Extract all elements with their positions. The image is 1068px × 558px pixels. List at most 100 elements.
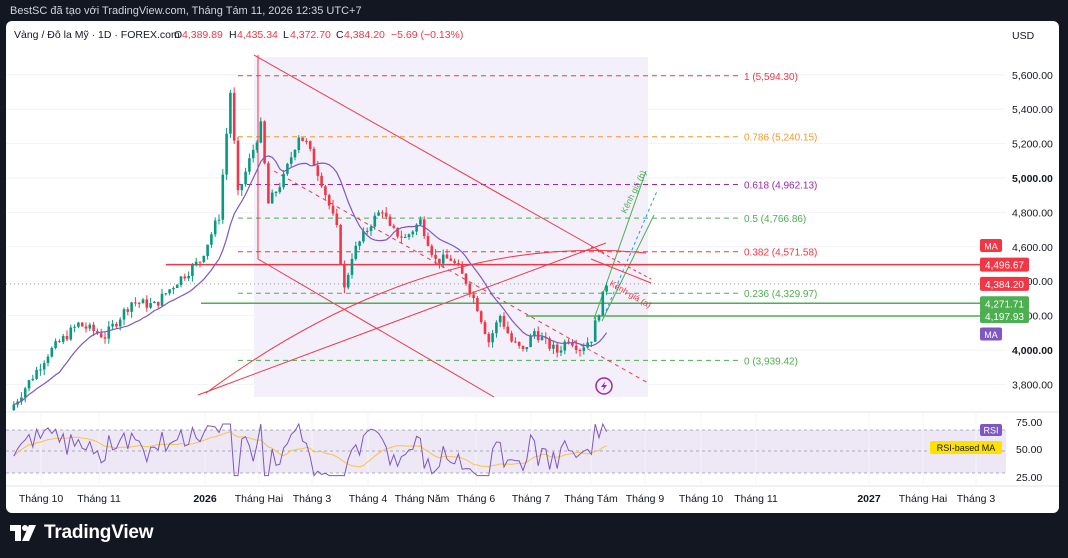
candle-body: [384, 212, 388, 217]
candle: [327, 193, 331, 210]
candle-body: [339, 224, 342, 264]
candle-body: [525, 347, 529, 350]
ma-tag-box[interactable]: [980, 238, 1002, 252]
price-chart[interactable]: Vàng / Đô la Mỹ · 1D · FOREX.com O 4,389…: [6, 21, 1059, 513]
candle-body: [194, 261, 198, 265]
candle: [65, 330, 69, 341]
candle: [244, 167, 247, 187]
candle-body: [236, 140, 240, 191]
candle: [510, 330, 513, 343]
candle: [495, 320, 498, 338]
candle-body: [160, 293, 164, 306]
candle: [578, 348, 582, 357]
chart-panel[interactable]: Vàng / Đô la Mỹ · 1D · FOREX.com O 4,389…: [6, 21, 1059, 513]
ohlc-high-label: H: [229, 29, 237, 41]
candle: [202, 255, 206, 264]
candle-body: [354, 245, 358, 259]
candle-body: [39, 369, 42, 371]
candle: [449, 254, 453, 262]
candle: [305, 138, 308, 145]
candle: [206, 244, 209, 260]
candle-body: [533, 331, 536, 336]
candle: [419, 216, 422, 226]
candle-body: [263, 121, 266, 164]
candle-body: [225, 133, 228, 175]
candle-body: [50, 348, 54, 357]
candle: [521, 345, 525, 352]
fib-level-label: 0 (3,939.42): [744, 356, 798, 367]
candle: [229, 89, 232, 138]
candle: [384, 207, 388, 220]
candle-body: [343, 263, 346, 288]
candle: [335, 208, 339, 228]
candle-body: [168, 289, 171, 294]
candle-body: [510, 333, 513, 342]
candle: [248, 153, 251, 175]
candle-body: [137, 302, 141, 304]
candle: [362, 227, 365, 244]
candle: [88, 322, 92, 332]
candle-body: [312, 148, 316, 166]
candle: [92, 322, 95, 337]
candle-body: [407, 234, 411, 238]
candle-body: [308, 141, 312, 149]
ma-tag-box[interactable]: [980, 327, 1002, 341]
candle: [221, 169, 225, 224]
x-tick-label: Tháng 9: [626, 493, 665, 505]
candle-body: [54, 341, 57, 349]
candle-body: [293, 150, 297, 158]
candle: [339, 223, 342, 265]
candle: [122, 307, 126, 326]
candle: [31, 374, 35, 382]
candle: [479, 310, 483, 325]
candle-body: [331, 205, 335, 214]
rsi-ma-tag-box[interactable]: [930, 441, 1002, 454]
candle-body: [103, 337, 107, 339]
candle: [506, 321, 510, 334]
candle-body: [567, 341, 570, 343]
candle: [240, 183, 244, 196]
candle-body: [270, 192, 274, 204]
candle: [156, 301, 160, 309]
candle: [23, 386, 27, 403]
candle-body: [213, 220, 217, 235]
price-label-box: [980, 257, 1029, 272]
candle: [160, 288, 164, 307]
rsi-tag-box[interactable]: [980, 424, 1002, 436]
candle: [483, 320, 487, 335]
lightning-icon[interactable]: [595, 377, 613, 395]
candle-body: [396, 227, 399, 237]
candle-body: [255, 142, 259, 150]
candle-body: [426, 236, 430, 246]
price-label-text: 4,197.93: [985, 312, 1024, 323]
tradingview-logo-icon: [10, 525, 36, 541]
candle: [498, 314, 502, 328]
candle-body: [126, 309, 130, 312]
candle: [134, 297, 137, 307]
candle-body: [529, 335, 532, 348]
candle-body: [251, 149, 255, 159]
x-tick-label: Tháng 7: [512, 493, 551, 505]
candle: [403, 233, 407, 239]
candle-body: [172, 287, 175, 290]
currency-label: USD: [1012, 30, 1035, 42]
candle: [217, 214, 221, 225]
candle: [331, 199, 335, 216]
candle: [586, 337, 589, 349]
candle-body: [65, 336, 69, 340]
tradingview-brand: TradingView: [44, 522, 154, 543]
ohlc-close: 4,384.20: [344, 29, 385, 41]
x-tick-label: Tháng 3: [293, 493, 332, 505]
candle-body: [365, 230, 369, 232]
candle-body: [210, 234, 213, 245]
candle-body: [449, 258, 453, 261]
candle-body: [521, 345, 525, 350]
candle-body: [259, 121, 263, 143]
candle-body: [289, 157, 293, 164]
candle-body: [92, 324, 95, 332]
rsi-tick-label: 25.00: [1016, 472, 1042, 484]
candle: [46, 354, 50, 367]
ohlc-open: 4,389.89: [182, 29, 223, 41]
candle: [434, 249, 437, 265]
candle: [61, 333, 65, 345]
